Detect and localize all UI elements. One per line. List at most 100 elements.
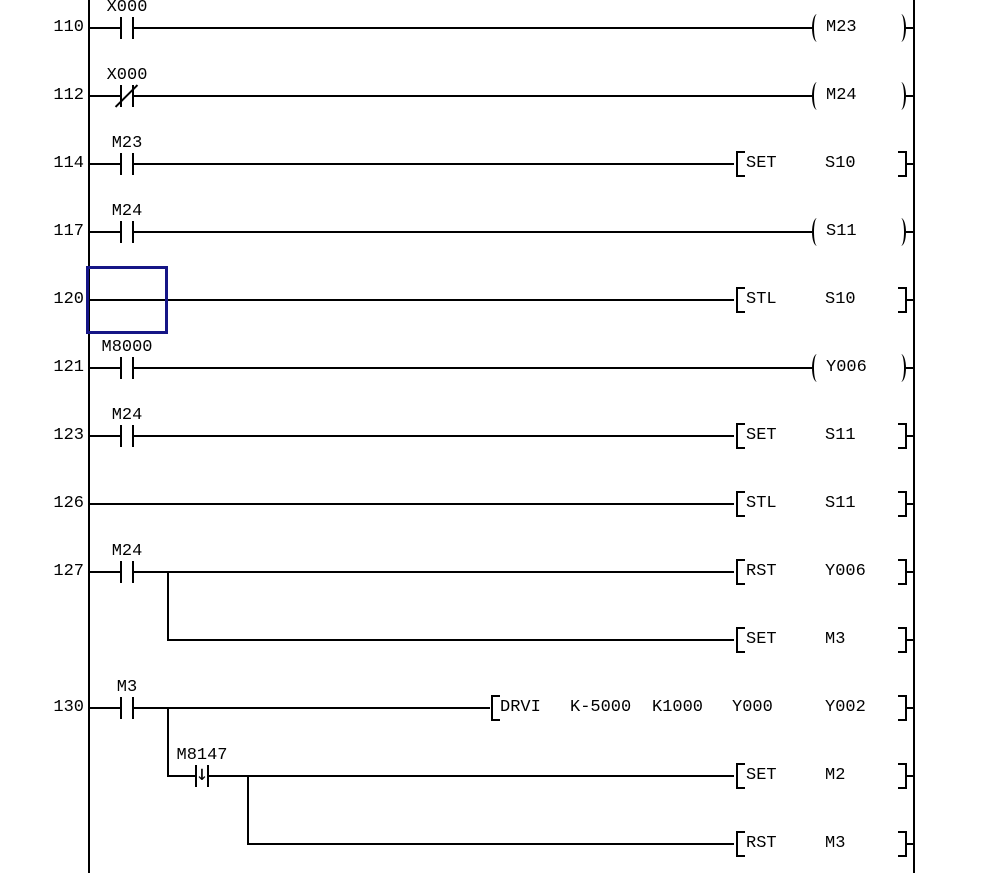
- step-number: 121: [53, 358, 84, 377]
- contact-bar: [132, 17, 134, 39]
- instruction-rst-m3[interactable]: RST M3: [734, 830, 914, 858]
- instruction-operand: Y006: [825, 562, 866, 581]
- contact-x000[interactable]: X000: [107, 0, 147, 50]
- wire: [209, 775, 734, 777]
- branch-wire: [247, 775, 249, 845]
- wire: [90, 707, 120, 709]
- instruction-operand: S11: [825, 494, 856, 513]
- contact-bar: [132, 561, 134, 583]
- instruction-operand: K-5000: [570, 698, 632, 717]
- rail-connector: [906, 299, 913, 301]
- bracket-open: [736, 559, 745, 585]
- step-number: 127: [53, 562, 84, 581]
- wire: [167, 775, 195, 777]
- wire: [248, 843, 734, 845]
- contact-bar: [207, 765, 209, 787]
- instruction-opcode: DRVI: [500, 698, 541, 717]
- branch-wire: [167, 707, 169, 777]
- contact-bar: [132, 85, 134, 107]
- instruction-drvi[interactable]: DRVI K-5000 K1000 Y000 Y002: [490, 694, 914, 722]
- step-number: 110: [53, 18, 84, 37]
- rail-connector: [906, 27, 914, 29]
- instruction-opcode: SET: [746, 154, 777, 173]
- bracket-open: [491, 695, 500, 721]
- instruction-set-s11[interactable]: SET S11: [734, 422, 914, 450]
- instruction-opcode: SET: [746, 630, 777, 649]
- coil-close-paren: [896, 14, 906, 42]
- contact-bar: [132, 221, 134, 243]
- wire: [90, 163, 120, 165]
- wire: [134, 367, 812, 369]
- instruction-stl-s11[interactable]: STL S11: [734, 490, 914, 518]
- bracket-open: [736, 627, 745, 653]
- rail-connector: [906, 435, 913, 437]
- bracket-open: [736, 831, 745, 857]
- coil-name: M23: [826, 18, 857, 37]
- contact-bar: [132, 697, 134, 719]
- instruction-operand: S11: [825, 426, 856, 445]
- down-arrow-icon: ↓: [195, 761, 209, 785]
- coil-m24[interactable]: M24: [812, 82, 914, 110]
- contact-label: M24: [111, 542, 143, 561]
- coil-open-paren: [812, 218, 822, 246]
- contact-m24[interactable]: M24: [107, 406, 147, 458]
- wire: [90, 27, 120, 29]
- branch-wire: [167, 571, 169, 641]
- coil-open-paren: [812, 354, 822, 382]
- contact-bar: [120, 153, 122, 175]
- instruction-opcode: STL: [746, 494, 777, 513]
- instruction-operand: M2: [825, 766, 846, 785]
- wire: [134, 163, 734, 165]
- contact-label: M24: [111, 202, 143, 221]
- contact-m8000[interactable]: M8000: [101, 339, 153, 390]
- instruction-rst-y006[interactable]: RST Y006: [734, 558, 914, 586]
- contact-m8147-falling[interactable]: M8147 ↓: [176, 747, 228, 798]
- wire: [134, 707, 490, 709]
- coil-close-paren: [896, 82, 906, 110]
- instruction-stl-s10[interactable]: STL S10: [734, 286, 914, 314]
- instruction-operand: K1000: [652, 698, 704, 717]
- contact-m24[interactable]: M24: [107, 202, 147, 254]
- coil-m23[interactable]: M23: [812, 14, 914, 42]
- coil-y006[interactable]: Y006: [812, 354, 914, 382]
- contact-label: M23: [111, 134, 143, 153]
- contact-m23[interactable]: M23: [107, 134, 147, 186]
- wire: [134, 231, 812, 233]
- instruction-set-s10[interactable]: SET S10: [734, 150, 914, 178]
- contact-bar: [120, 561, 122, 583]
- contact-bar: [120, 425, 122, 447]
- rail-connector: [906, 95, 914, 97]
- coil-name: M24: [826, 86, 857, 105]
- wire: [134, 571, 734, 573]
- bracket-open: [736, 287, 745, 313]
- normally-closed-slash: [114, 84, 139, 108]
- wire: [90, 231, 120, 233]
- instruction-set-m2[interactable]: SET M2: [734, 762, 914, 790]
- instruction-opcode: RST: [746, 834, 777, 853]
- contact-m3[interactable]: M3: [107, 678, 147, 730]
- left-power-rail: [88, 0, 90, 873]
- wire: [168, 639, 734, 641]
- step-number: 126: [53, 494, 84, 513]
- instruction-set-m3[interactable]: SET M3: [734, 626, 914, 654]
- bracket-open: [736, 423, 745, 449]
- wire: [90, 571, 120, 573]
- coil-close-paren: [896, 354, 906, 382]
- coil-name: S11: [826, 222, 857, 241]
- contact-x000-nc[interactable]: X000: [107, 67, 147, 118]
- wire: [90, 435, 120, 437]
- contact-bar: [132, 153, 134, 175]
- instruction-operand: S10: [825, 290, 856, 309]
- coil-s11[interactable]: S11: [812, 218, 914, 246]
- contact-label: M3: [116, 678, 138, 697]
- step-number: 112: [53, 86, 84, 105]
- wire: [134, 95, 812, 97]
- step-number: 120: [53, 290, 84, 309]
- edit-cursor[interactable]: [86, 266, 168, 334]
- wire: [90, 503, 734, 505]
- rail-connector: [906, 503, 913, 505]
- instruction-operand: M3: [825, 834, 846, 853]
- contact-m24[interactable]: M24: [107, 542, 147, 594]
- contact-label: M24: [111, 406, 143, 425]
- rail-connector: [906, 231, 914, 233]
